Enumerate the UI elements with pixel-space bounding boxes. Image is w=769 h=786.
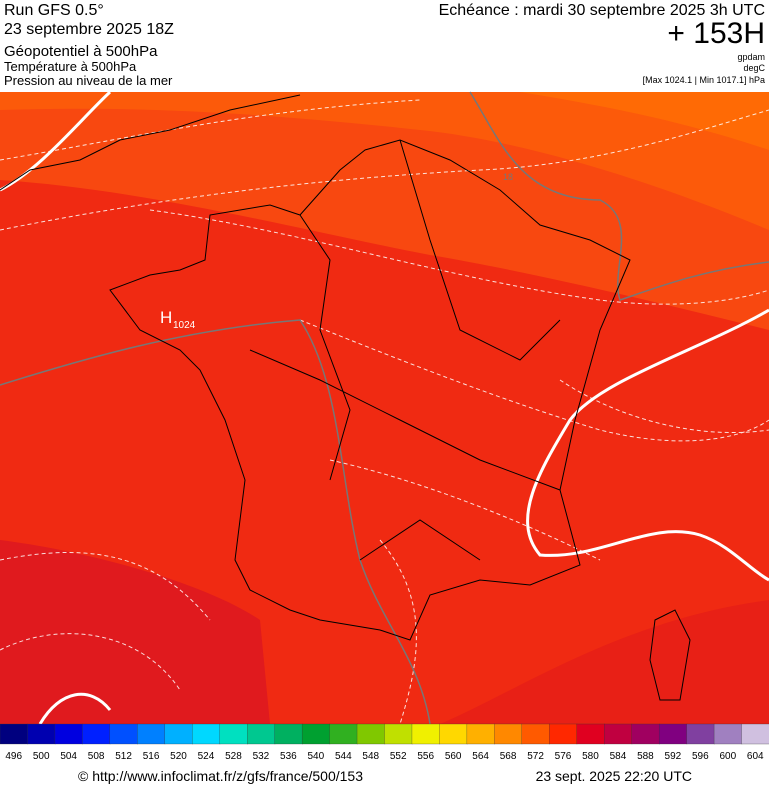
isobar-label: 18 (503, 172, 513, 182)
scale-label: 536 (280, 751, 297, 762)
scale-label: 504 (60, 751, 77, 762)
scale-swatch (301, 723, 331, 745)
scale-label: 576 (555, 751, 572, 762)
scale-swatch (576, 723, 605, 745)
scale-label: 528 (225, 751, 242, 762)
field-label: Pression au niveau de la mer (4, 73, 173, 88)
scale-swatch (356, 723, 386, 745)
scale-swatch (329, 723, 358, 745)
lead-time: + 153H (667, 17, 765, 50)
scale-label: 508 (88, 751, 105, 762)
scale-swatch (658, 723, 688, 745)
scale-label: 600 (719, 751, 736, 762)
scale-label: 568 (500, 751, 517, 762)
scale-swatch (82, 723, 111, 745)
scale-swatch (27, 723, 56, 745)
scale-label: 552 (390, 751, 407, 762)
scale-swatch (411, 723, 441, 745)
scale-swatch (109, 723, 138, 745)
scale-label: 516 (143, 751, 160, 762)
scale-label: 564 (472, 751, 489, 762)
scale-label: 520 (170, 751, 187, 762)
scale-swatch (631, 723, 660, 745)
source-url: © http://www.infoclimat.fr/z/gfs/france/… (78, 768, 363, 784)
scale-swatch (384, 723, 413, 745)
run-title: Run GFS 0.5° (4, 2, 104, 19)
scale-swatch (164, 723, 193, 745)
scale-label: 580 (582, 751, 599, 762)
run-date: 23 septembre 2025 18Z (4, 21, 174, 38)
unit: degC (743, 63, 765, 73)
scale-swatch (521, 723, 550, 745)
scale-label: 556 (417, 751, 434, 762)
scale-swatch (713, 723, 743, 745)
timestamp: 23 sept. 2025 22:20 UTC (536, 768, 692, 784)
scale-swatch (137, 723, 166, 745)
scale-swatch (466, 723, 496, 745)
high-pressure-letter: H (160, 308, 172, 327)
scale-swatch (192, 723, 221, 745)
scale-label: 584 (610, 751, 627, 762)
field-label: Température à 500hPa (4, 59, 137, 74)
scale-swatch (686, 723, 715, 745)
scale-swatch (741, 723, 769, 745)
scale-label: 592 (665, 751, 682, 762)
scale-label: 596 (692, 751, 709, 762)
scale-label: 512 (115, 751, 132, 762)
scale-label: 496 (5, 751, 22, 762)
scale-swatch (54, 723, 84, 745)
pressure-range: [Max 1024.1 | Min 1017.1] hPa (643, 75, 765, 85)
scale-label: 548 (362, 751, 379, 762)
valid-time: Echéance : mardi 30 septembre 2025 3h UT… (439, 2, 765, 19)
scale-label: 604 (747, 751, 764, 762)
scale-swatch (604, 723, 633, 745)
scale-swatch (549, 723, 578, 745)
map (0, 90, 769, 725)
scale-label: 500 (33, 751, 50, 762)
scale-swatch (219, 723, 248, 745)
scale-label: 588 (637, 751, 654, 762)
scale-swatch (494, 723, 523, 745)
scale-label: 572 (527, 751, 544, 762)
unit: gpdam (737, 52, 765, 62)
color-scale: 496 500 504 508 512 516 520 524 528 532 536 540 544 5… (0, 723, 769, 762)
field-label: Géopotentiel à 500hPa (4, 43, 158, 60)
scale-label: 532 (253, 751, 270, 762)
scale-swatch (0, 723, 29, 745)
scale-label: 560 (445, 751, 462, 762)
scale-label: 540 (307, 751, 324, 762)
scale-label: 524 (198, 751, 215, 762)
scale-swatch (274, 723, 303, 745)
scale-swatch (439, 723, 468, 745)
scale-swatch (247, 723, 276, 745)
high-pressure-value: 1024 (173, 320, 196, 331)
scale-label: 544 (335, 751, 352, 762)
